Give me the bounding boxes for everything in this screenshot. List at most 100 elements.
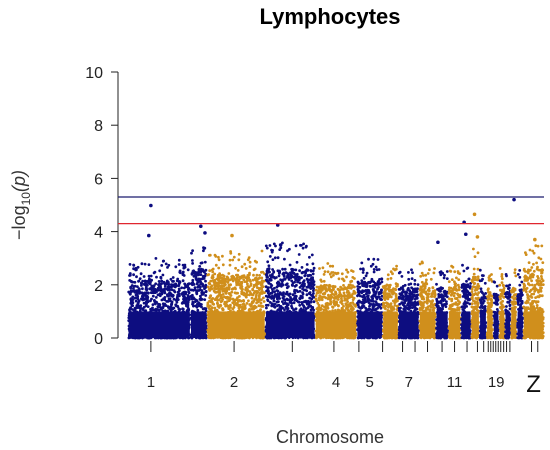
data-point [343,287,347,291]
data-point [376,258,380,261]
data-point [151,306,154,310]
data-point [309,300,313,304]
data-point [305,289,309,293]
data-point [165,300,169,303]
data-point [251,287,255,291]
data-point [133,290,137,294]
data-point [157,280,161,283]
data-point [187,288,190,292]
data-point [426,272,430,275]
data-point [282,275,286,278]
data-point [285,297,289,301]
data-point [240,265,244,269]
data-point [265,270,269,273]
data-point [337,277,341,281]
data-point [216,295,220,298]
data-point [221,279,225,283]
data-point [256,286,259,290]
data-point [169,307,172,311]
data-point [216,301,219,305]
data-point [287,294,291,297]
data-point [194,273,198,277]
data-point [228,258,232,262]
data-point [227,272,231,275]
data-point [374,295,378,299]
data-point [265,274,269,278]
data-point [282,298,286,301]
data-point [301,246,305,250]
data-point [145,291,149,295]
y-tick-label: 10 [85,65,103,82]
data-point [254,276,258,280]
data-point [433,292,437,296]
data-point [361,267,365,271]
data-point [224,301,228,305]
data-point [359,307,363,310]
data-point [201,284,205,288]
data-point [246,274,250,277]
data-point [143,262,147,266]
data-point [342,294,346,298]
data-point [221,284,225,288]
data-point [133,280,137,284]
data-point [238,303,242,307]
data-point [408,289,412,293]
data-point [160,298,164,302]
data-point [218,292,221,296]
data-point [331,264,335,268]
data-point [351,292,355,296]
data-point [364,274,368,278]
data-point [273,293,277,296]
data-point [424,273,428,277]
chromosome-band [381,264,400,340]
data-point [136,265,140,269]
data-point [191,278,195,282]
data-point [164,262,168,266]
data-point [273,286,276,290]
data-point [288,247,291,251]
chromosome-band [206,249,266,340]
data-point [386,273,390,277]
data-point [269,275,273,279]
data-point [252,273,255,277]
data-point [145,298,149,302]
data-point [242,275,246,279]
data-point [309,283,313,287]
data-point [281,272,285,276]
data-point [194,300,197,303]
data-point [153,287,157,291]
data-point [379,297,383,301]
data-point [319,278,323,282]
data-point [401,284,405,288]
data-point [169,292,173,296]
data-point [258,292,262,296]
data-point [345,304,348,308]
data-point [235,273,238,277]
data-point [140,262,144,266]
data-point [204,294,208,297]
data-point [400,291,404,295]
data-point [174,265,178,269]
data-point [261,305,265,308]
data-point [329,302,332,305]
data-point [204,307,208,311]
data-point [197,268,201,271]
data-point [249,305,253,308]
data-point [267,267,271,271]
data-point [202,249,205,253]
data-point [420,297,424,301]
data-point [144,282,148,286]
data-point [248,260,252,264]
data-point [160,279,164,283]
data-point [138,277,142,280]
data-point [270,250,274,254]
data-point [345,294,349,298]
data-point [151,308,155,312]
data-point [218,281,221,285]
data-point [148,277,151,281]
data-point [177,307,181,311]
data-point [377,303,381,306]
chromosome-base [357,311,382,338]
